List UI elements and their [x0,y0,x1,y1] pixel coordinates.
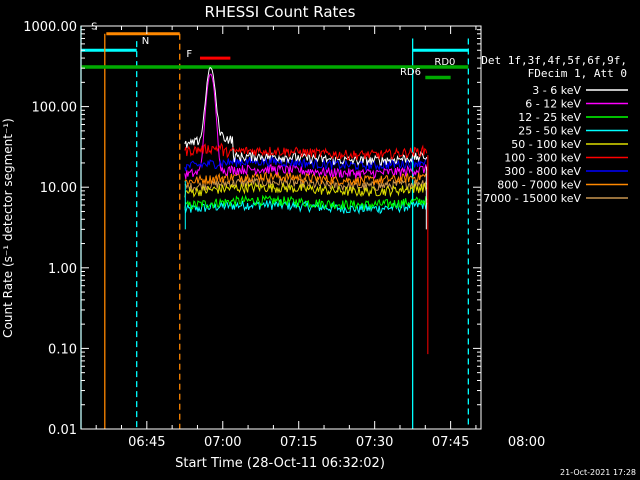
flare-label: F [186,49,192,60]
series-line [184,176,428,194]
y-tick-label: 10.00 [40,181,77,196]
legend: Det 1f,3f,4f,5f,6f,9f, FDecim 1, Att 0 3… [481,54,628,205]
series-line [184,73,428,180]
y-tick-label: 1000.00 [23,20,77,35]
x-axis: 06:45 07:00 07:15 07:30 07:45 08:00 [95,26,545,450]
x-tick-label: 08:00 [508,435,545,450]
series-line [184,171,428,187]
x-tick-label: 07:15 [280,435,317,450]
legend-label: 100 - 300 keV [504,152,581,165]
legend-label: 12 - 25 keV [518,111,581,124]
x-tick-label: 07:30 [356,435,393,450]
rd0-label: RD0 [434,57,455,68]
y-tick-label: 100.00 [32,101,78,116]
y-tick-label: 0.01 [48,423,77,438]
y-axis-label: Count Rate (s⁻¹ detector segment⁻¹) [1,118,15,338]
plot-area: S N F RD0 RD6 [80,22,469,429]
x-axis-label: Start Time (28-Oct-11 06:32:02) [175,456,385,471]
saa-label: S [91,22,97,33]
legend-label: 7000 - 15000 keV [483,192,581,205]
footer-date: 21-Oct-2021 17:28 [560,468,636,477]
legend-label: 3 - 6 keV [532,84,581,97]
legend-header-line-2: FDecim 1, Att 0 [528,67,627,80]
series-line [184,155,428,172]
legend-header-line-1: Det 1f,3f,4f,5f,6f,9f, [481,54,627,67]
chart-title: RHESSI Count Rates [205,3,356,21]
legend-label: 25 - 50 keV [518,125,581,138]
legend-label: 6 - 12 keV [525,98,581,111]
x-tick-label: 07:45 [432,435,469,450]
y-tick-label: 0.10 [48,342,77,357]
y-axis: 1000.00 100.00 10.00 1.00 0.10 0.01 [23,20,481,438]
rd6-label: RD6 [400,67,421,78]
y-tick-label: 1.00 [48,262,77,277]
night-label: N [142,36,149,47]
x-tick-label: 06:45 [128,435,165,450]
series-line [184,194,428,211]
legend-label: 50 - 100 keV [511,138,581,151]
legend-label: 800 - 7000 keV [497,179,581,192]
plot-frame [80,25,482,430]
series-line [184,181,428,198]
x-tick-label: 07:00 [204,435,241,450]
legend-label: 300 - 800 keV [504,165,581,178]
series-line [184,142,428,161]
